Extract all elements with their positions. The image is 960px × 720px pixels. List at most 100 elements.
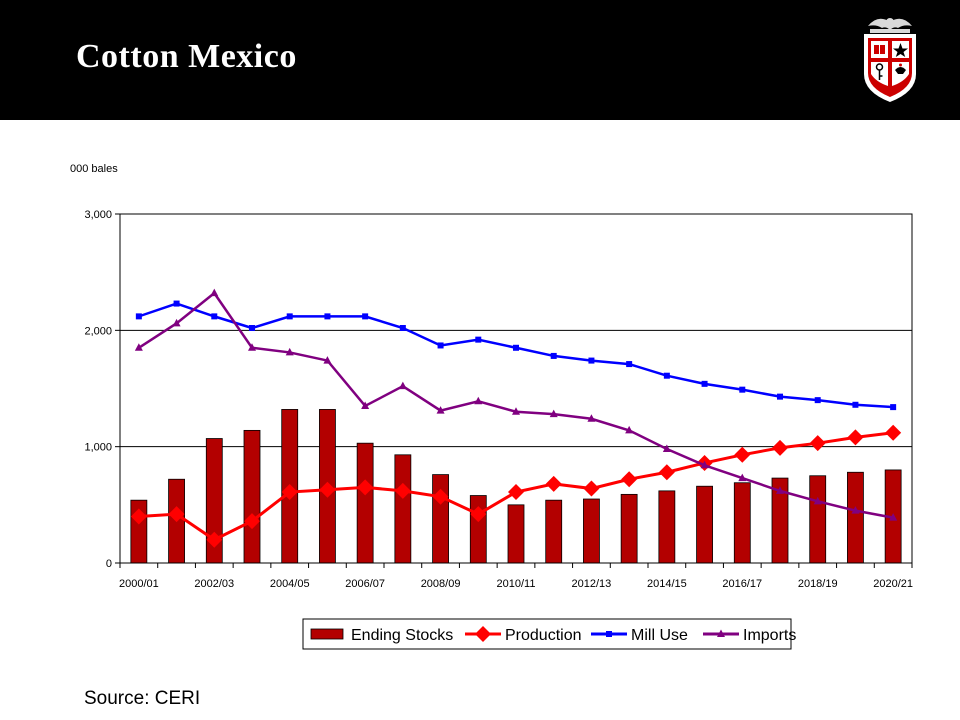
- point-mill-use: [550, 352, 557, 359]
- point-imports: [285, 347, 294, 356]
- title-bar: Cotton Mexico: [0, 0, 960, 120]
- point-mill-use: [890, 404, 897, 411]
- x-tick-label: 2008/09: [421, 578, 461, 590]
- point-mill-use: [173, 300, 180, 307]
- y-tick-label: 2,000: [84, 325, 112, 337]
- point-imports: [549, 409, 558, 418]
- x-tick-label: 2012/13: [572, 578, 612, 590]
- legend-marker-imports: [717, 629, 725, 637]
- source-note: Source: CERI: [84, 688, 201, 709]
- point-imports: [813, 496, 822, 505]
- x-tick-label: 2006/07: [345, 578, 385, 590]
- point-mill-use: [211, 313, 218, 320]
- plot-frame: [119, 213, 913, 564]
- point-production: [545, 475, 562, 492]
- point-imports: [587, 414, 596, 422]
- point-production: [734, 446, 751, 463]
- point-production: [885, 424, 902, 441]
- legend-marker-mill-use: [606, 631, 612, 637]
- point-production: [809, 435, 826, 452]
- point-mill-use: [249, 325, 255, 332]
- point-production: [470, 506, 487, 523]
- point-imports: [323, 356, 332, 364]
- point-mill-use: [475, 336, 482, 343]
- point-mill-use: [399, 325, 406, 332]
- point-mill-use: [663, 372, 670, 379]
- point-production: [658, 464, 675, 481]
- point-production: [281, 484, 298, 501]
- point-mill-use: [852, 401, 859, 408]
- bar-ending-stocks: [620, 493, 638, 564]
- point-production: [130, 508, 147, 525]
- point-mill-use: [437, 342, 444, 349]
- bar-ending-stocks: [847, 471, 864, 564]
- point-production: [168, 506, 185, 523]
- point-mill-use: [324, 313, 331, 320]
- point-imports: [738, 473, 747, 482]
- y-tick-label: 1,000: [84, 442, 112, 454]
- point-imports: [172, 318, 181, 327]
- point-imports: [134, 343, 143, 351]
- bar-ending-stocks: [356, 442, 374, 564]
- point-production: [244, 513, 260, 530]
- point-production: [508, 484, 524, 501]
- bar-ending-stocks: [545, 499, 563, 564]
- legend-label-imports: Imports: [743, 627, 796, 644]
- x-tick-label: 2018/19: [798, 578, 838, 590]
- bar-ending-stocks: [583, 498, 600, 564]
- point-mill-use: [626, 361, 633, 368]
- point-mill-use: [814, 397, 821, 404]
- bar-ending-stocks: [469, 495, 487, 564]
- point-imports: [210, 288, 219, 297]
- point-imports: [512, 407, 520, 415]
- point-production: [583, 480, 600, 497]
- x-tick-label: 2002/03: [194, 578, 234, 590]
- point-mill-use: [135, 313, 142, 320]
- point-production: [432, 488, 449, 505]
- point-production: [206, 531, 223, 548]
- legend-label-production: Production: [505, 627, 582, 644]
- cotton-chart: 000 bales 0 1,000 2,000 3,000 2000/01 2002/03…: [70, 163, 913, 650]
- legend-swatch-ending-stocks: [310, 628, 344, 640]
- point-imports: [248, 343, 256, 351]
- point-production: [621, 471, 638, 488]
- x-tick-label: 2016/17: [722, 578, 762, 590]
- bar-ending-stocks: [243, 429, 261, 564]
- point-imports: [700, 460, 709, 469]
- y-tick-label: 0: [106, 558, 112, 570]
- point-production: [772, 439, 788, 456]
- point-mill-use: [777, 393, 783, 400]
- x-tick-label: 2000/01: [119, 578, 159, 590]
- bar-ending-stocks: [696, 485, 713, 564]
- point-production: [394, 482, 411, 499]
- bar-ending-stocks: [733, 482, 751, 564]
- university-shield-logo: [864, 18, 916, 102]
- x-tick-label: 2020/21: [873, 578, 913, 590]
- y-tick-label: 3,000: [84, 209, 112, 221]
- point-imports: [361, 401, 370, 409]
- point-production: [847, 429, 864, 446]
- page-title: Cotton Mexico: [76, 38, 297, 75]
- y-axis-label: 000 bales: [70, 163, 118, 175]
- point-mill-use: [513, 344, 519, 351]
- point-mill-use: [286, 313, 293, 320]
- point-imports: [851, 506, 860, 514]
- point-imports: [662, 444, 671, 452]
- chart-legend: Ending Stocks Production Mill Use Imports: [302, 618, 796, 650]
- point-production: [319, 481, 336, 498]
- point-imports: [474, 396, 483, 405]
- point-production: [357, 479, 374, 496]
- point-mill-use: [362, 313, 369, 320]
- point-mill-use: [588, 357, 595, 364]
- x-tick-label: 2014/15: [647, 578, 687, 590]
- plot-area: 0 1,000 2,000 3,000 2000/01 2002/03 2004/05 200…: [84, 209, 913, 590]
- bar-ending-stocks: [809, 475, 827, 564]
- point-mill-use: [739, 386, 746, 393]
- legend-label-ending-stocks: Ending Stocks: [351, 627, 453, 644]
- bar-ending-stocks: [507, 504, 525, 564]
- point-imports: [776, 486, 784, 494]
- x-tick-label: 2010/11: [497, 578, 536, 590]
- point-imports: [398, 381, 407, 390]
- bar-ending-stocks: [432, 474, 449, 564]
- bar-ending-stocks: [658, 490, 676, 564]
